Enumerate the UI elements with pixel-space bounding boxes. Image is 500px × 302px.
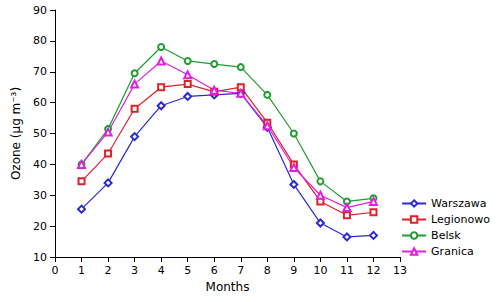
svg-text:9: 9 — [290, 264, 297, 277]
svg-text:1: 1 — [78, 264, 85, 277]
svg-text:12: 12 — [366, 264, 380, 277]
svg-text:3: 3 — [131, 264, 138, 277]
svg-text:Legionowo: Legionowo — [431, 213, 490, 226]
svg-text:10: 10 — [33, 251, 47, 264]
svg-text:90: 90 — [33, 4, 47, 17]
svg-text:50: 50 — [33, 127, 47, 140]
svg-text:Granica: Granica — [431, 245, 474, 258]
svg-text:Ozone (µg m⁻³): Ozone (µg m⁻³) — [9, 87, 23, 180]
svg-text:Warszawa: Warszawa — [431, 197, 486, 210]
svg-text:20: 20 — [33, 220, 47, 233]
svg-text:13: 13 — [393, 264, 407, 277]
svg-text:6: 6 — [211, 264, 218, 277]
svg-text:0: 0 — [52, 264, 59, 277]
svg-text:Months: Months — [206, 280, 250, 294]
svg-text:40: 40 — [33, 158, 47, 171]
svg-text:4: 4 — [158, 264, 165, 277]
svg-text:2: 2 — [105, 264, 112, 277]
svg-text:30: 30 — [33, 189, 47, 202]
svg-text:70: 70 — [33, 65, 47, 78]
svg-text:Belsk: Belsk — [431, 229, 461, 242]
svg-text:8: 8 — [264, 264, 271, 277]
svg-text:60: 60 — [33, 96, 47, 109]
svg-text:11: 11 — [340, 264, 354, 277]
svg-text:80: 80 — [33, 34, 47, 47]
svg-text:5: 5 — [184, 264, 191, 277]
svg-text:10: 10 — [313, 264, 327, 277]
svg-text:7: 7 — [237, 264, 244, 277]
